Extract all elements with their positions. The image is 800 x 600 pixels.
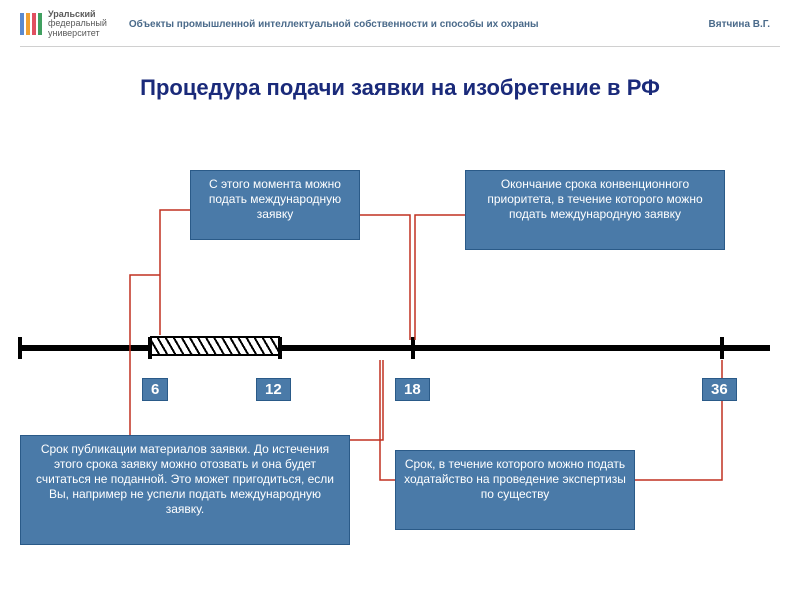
logo-text: Уральский федеральный университет (48, 10, 107, 38)
infobox-top_left: С этого момента можно подать международн… (190, 170, 360, 240)
page-title: Процедура подачи заявки на изобретение в… (0, 75, 800, 101)
tick-label-18: 18 (395, 378, 430, 401)
infobox-bottom_right: Срок, в течение которого можно подать хо… (395, 450, 635, 530)
tick-label-6: 6 (142, 378, 168, 401)
header-author: Вятчина В.Г. (709, 19, 780, 30)
logo-bars-icon (20, 13, 42, 35)
logo: Уральский федеральный университет (20, 10, 107, 38)
tick-label-36: 36 (702, 378, 737, 401)
timeline-diagram: 6 12 18 36 С этого момента можно подать межд… (0, 140, 800, 580)
divider (20, 46, 780, 47)
infobox-top_right: Окончание срока конвенционного приоритет… (465, 170, 725, 250)
header: Уральский федеральный университет Объект… (0, 0, 800, 46)
tick-label-12: 12 (256, 378, 291, 401)
hatched-period (150, 336, 280, 356)
infobox-bottom_left: Срок публикации материалов заявки. До ис… (20, 435, 350, 545)
header-subtitle: Объекты промышленной интеллектуальной со… (119, 19, 697, 30)
